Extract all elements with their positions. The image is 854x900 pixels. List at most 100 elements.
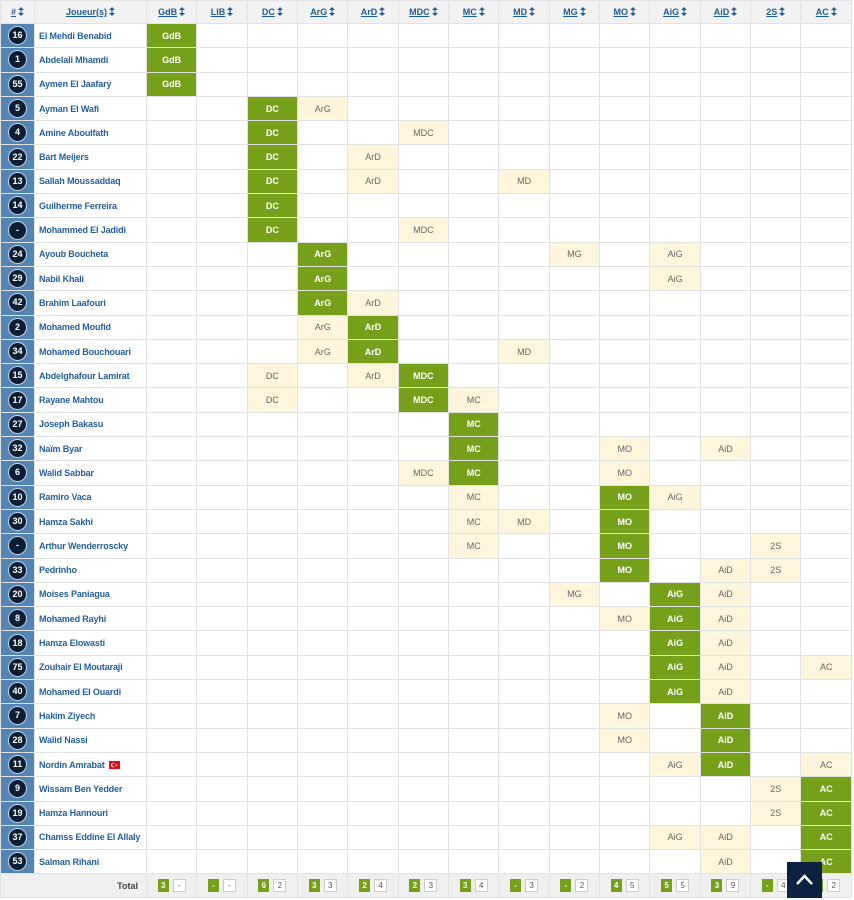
player-name[interactable]: Joseph Bakasu (39, 419, 104, 430)
empty-cell (196, 95, 248, 122)
other-position: MDC (397, 120, 450, 146)
column-header[interactable]: MC (448, 0, 500, 24)
player-row: 24 Ayoub Boucheta ArG MG AiG (0, 241, 852, 267)
player-name[interactable]: Naïm Byar (39, 443, 83, 454)
empty-cell (347, 654, 399, 681)
player-name[interactable]: Ramiro Vaca (39, 492, 92, 503)
empty-cell (548, 411, 601, 438)
name-cell: Ayman El Wafi (34, 95, 147, 122)
player-name[interactable]: Wissam Ben Yedder (39, 783, 123, 794)
column-header[interactable]: MDC (397, 0, 450, 24)
empty-cell (548, 800, 601, 826)
empty-cell (297, 144, 349, 170)
other-position: ArD (347, 144, 399, 170)
empty-cell (599, 654, 651, 681)
player-name[interactable]: Hakim Ziyech (39, 710, 96, 721)
column-header[interactable]: DC (246, 0, 299, 24)
player-name[interactable]: Guilherme Ferreira (39, 200, 117, 211)
empty-cell (145, 630, 198, 656)
player-name[interactable]: Hamza Sakhi (39, 516, 93, 527)
player-name[interactable]: Mohamed Rayhi (39, 613, 107, 624)
player-name[interactable]: El Mehdi Benabid (39, 30, 112, 41)
empty-cell (297, 460, 349, 486)
player-row: 33 Pedrinho MO AiD 2S (0, 557, 852, 583)
column-header[interactable]: MD (498, 0, 550, 24)
player-name[interactable]: Nabil Khali (39, 273, 84, 284)
empty-cell (800, 727, 852, 753)
player-name[interactable]: Ayoub Boucheta (39, 249, 109, 260)
number-cell: 28 (0, 727, 35, 753)
empty-cell (196, 703, 248, 729)
player-name[interactable]: Sallah Moussaddaq (39, 176, 121, 187)
column-header[interactable]: # (0, 0, 35, 24)
header-text: AiG (663, 7, 680, 17)
other-count: - (223, 879, 237, 893)
empty-cell (800, 241, 852, 267)
empty-cell (649, 47, 701, 73)
player-name[interactable]: Salman Rihani (39, 856, 100, 867)
player-name[interactable]: Arthur Wenderroscky (39, 540, 129, 551)
header-text: AC (815, 7, 829, 17)
number-cell: 34 (0, 338, 35, 365)
player-name[interactable]: Bart Meijers (39, 152, 89, 163)
empty-cell (750, 144, 802, 170)
player-name[interactable]: Zouhair El Moutaraji (39, 662, 123, 673)
empty-cell (397, 168, 450, 195)
empty-cell (649, 168, 701, 195)
column-header[interactable]: AiD (699, 0, 752, 24)
main-position: AC (800, 800, 852, 826)
player-name[interactable]: Walid Nassi (39, 735, 88, 746)
main-position: DC (246, 168, 299, 195)
column-header[interactable]: GdB (145, 0, 198, 24)
column-header[interactable]: ArD (347, 0, 399, 24)
empty-cell (548, 654, 601, 681)
player-name[interactable]: Mohamed El Ouardi (39, 686, 121, 697)
player-row: 18 Hamza Elowasti AiG AiD (0, 630, 852, 656)
player-name[interactable]: Abdelali Mhamdi (39, 54, 109, 65)
empty-cell (397, 71, 450, 97)
column-header[interactable]: AiG (649, 0, 701, 24)
other-position: MC (448, 387, 500, 413)
column-header[interactable]: Joueur(s) (34, 0, 147, 24)
player-name[interactable]: Ayman El Wafi (39, 103, 99, 114)
column-header[interactable]: ArG (297, 0, 349, 24)
player-name[interactable]: Moises Paniagua (39, 589, 110, 600)
empty-cell (246, 411, 299, 438)
column-header[interactable]: MG (548, 0, 601, 24)
main-position: AiG (649, 654, 701, 681)
other-count: - (172, 879, 186, 893)
player-name[interactable]: Chamss Eddine El Allaly (39, 832, 141, 843)
player-name[interactable]: Hamza Elowasti (39, 638, 105, 649)
player-name[interactable]: Hamza Hannouri (39, 808, 108, 819)
player-name[interactable]: Nordin Amrabat (39, 759, 105, 770)
empty-cell (448, 241, 500, 267)
column-header[interactable]: LIB (196, 0, 248, 24)
number-cell: 32 (0, 436, 35, 462)
player-name[interactable]: Aymen El Jaafary (39, 79, 112, 90)
main-position: AiD (699, 727, 752, 753)
player-name[interactable]: Mohamed Bouchouari (39, 346, 131, 357)
empty-cell (246, 290, 299, 316)
column-header[interactable]: MO (599, 0, 651, 24)
empty-cell (196, 363, 248, 389)
player-name[interactable]: Mohamed Moufid (39, 322, 111, 333)
column-header[interactable]: 2S (750, 0, 802, 24)
other-position: AiD (699, 581, 752, 608)
player-name[interactable]: Walid Sabbar (39, 467, 94, 478)
player-name[interactable]: Amine Aboulfath (39, 127, 109, 138)
empty-cell (145, 363, 198, 389)
player-name[interactable]: Rayane Mahtou (39, 395, 104, 406)
player-name[interactable]: Mohammed El Jadidi (39, 225, 126, 236)
column-header[interactable]: AC (800, 0, 852, 24)
sort-icon (579, 7, 586, 16)
header-text: MG (563, 7, 578, 17)
main-position: AC (800, 776, 852, 802)
scroll-top-button[interactable] (787, 862, 822, 898)
empty-cell (448, 800, 500, 826)
empty-cell (347, 120, 399, 146)
player-name[interactable]: Abdelghafour Lamirat (39, 370, 130, 381)
number-cell: 10 (0, 484, 35, 510)
number-cell: 16 (0, 22, 35, 49)
player-name[interactable]: Brahim Laafouri (39, 297, 106, 308)
player-name[interactable]: Pedrinho (39, 565, 77, 576)
